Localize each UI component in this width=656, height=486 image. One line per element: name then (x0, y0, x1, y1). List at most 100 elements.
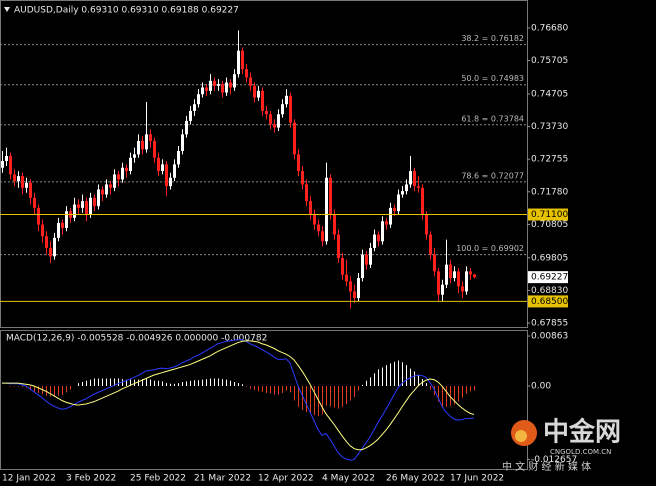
candle-body (265, 110, 268, 115)
candle-body (97, 189, 100, 207)
candle-body (437, 271, 440, 295)
candle-body (57, 222, 60, 238)
candle-body (317, 224, 320, 232)
candle-body (13, 174, 16, 182)
candle-body (389, 207, 392, 225)
candle-body (429, 234, 432, 255)
candle-body (457, 271, 460, 287)
macd-title: MACD(12,26,9) -0.005528 -0.004926 0.0000… (6, 334, 267, 344)
candle-body (417, 186, 420, 188)
candle-body (61, 222, 64, 228)
watermark-site: CNGOLD.COM.CN (550, 448, 611, 456)
candle-body (397, 194, 400, 212)
y-tick-label: 0.76680 (531, 24, 568, 34)
y-tick-label: -0.012657 (531, 455, 577, 465)
candle-body (449, 264, 452, 279)
candle-body (197, 94, 200, 105)
candle-body (329, 177, 332, 215)
macd-line (2, 339, 475, 461)
candle-body (177, 151, 180, 165)
y-tick-label: 0.74705 (531, 90, 568, 100)
y-tick-label: 0.70805 (531, 220, 568, 230)
candle-body (357, 278, 360, 299)
candle-body (165, 164, 168, 187)
candle-body (9, 156, 12, 175)
y-tick-label: 0.69805 (531, 253, 568, 263)
candle-body (349, 281, 352, 292)
menu-triangle (4, 7, 10, 12)
candle-body (169, 177, 172, 187)
fib-label: 61.8 = 0.73784 (461, 114, 524, 123)
candle-body (93, 197, 96, 207)
last-price-label: 0.69227 (531, 273, 568, 283)
candle-body (381, 221, 384, 242)
candle-body (309, 201, 312, 215)
candle-body (345, 274, 348, 282)
candle-body (129, 157, 132, 172)
candle-body (249, 77, 252, 86)
candle-body (257, 90, 260, 98)
x-tick-label: 21 Mar 2022 (194, 474, 251, 484)
candle-body (113, 174, 116, 188)
candle-body (157, 157, 160, 172)
candle-body (369, 247, 372, 265)
price-panel-frame (0, 0, 528, 328)
candle-body (105, 184, 108, 195)
candle-body (253, 85, 256, 98)
candle-body (225, 82, 228, 93)
level-label: 0.71100 (531, 210, 568, 220)
logo-inner (515, 430, 527, 442)
candle-body (393, 207, 396, 212)
candle-body (361, 254, 364, 279)
candle-body (377, 234, 380, 242)
candle-body (117, 174, 120, 180)
x-tick-label: 25 Feb 2022 (130, 474, 186, 484)
candle-body (237, 50, 240, 75)
candle-body (101, 189, 104, 195)
level-label-box (528, 295, 568, 308)
candle-body (77, 204, 80, 208)
candle-body (1, 161, 4, 168)
candle-body (145, 134, 148, 150)
x-tick-label: 26 May 2022 (386, 474, 445, 484)
x-tick-label: 12 Jan 2022 (2, 474, 56, 484)
candle-body (301, 171, 304, 185)
candle-body (425, 214, 428, 235)
candle-body (81, 201, 84, 208)
fib-label: 50.0 = 0.74983 (461, 74, 524, 83)
watermark-slogan: 中 文 财 经 新 媒 体 (502, 460, 591, 473)
candle-body (401, 191, 404, 195)
candle-body (189, 110, 192, 121)
candle-body (445, 264, 448, 285)
candle-body (161, 164, 164, 172)
candle-body (465, 271, 468, 292)
watermark: 中金网 CNGOLD.COM.CN 中 文 财 经 新 媒 体 (502, 417, 621, 474)
candle-body (65, 211, 68, 228)
candle-body (373, 234, 376, 248)
candle-body (405, 184, 408, 192)
x-tick-label: 3 Feb 2022 (66, 474, 116, 484)
candle-body (181, 134, 184, 152)
macd-line (2, 340, 475, 451)
candle-body (333, 214, 336, 235)
level-label: 0.68500 (531, 297, 568, 307)
candle-body (337, 234, 340, 258)
y-tick-label: 0.00863 (531, 332, 568, 342)
chart-title: AUDUSD,Daily 0.69310 0.69310 0.69188 0.6… (14, 6, 239, 16)
candle-body (173, 164, 176, 178)
candle-body (45, 236, 48, 248)
level-label-box (528, 208, 568, 221)
candle-body (213, 80, 216, 86)
fib-label: 100.0 = 0.69902 (456, 244, 524, 253)
candle-body (25, 182, 28, 188)
candle-body (125, 167, 128, 172)
candle-body (413, 171, 416, 187)
candle-body (185, 120, 188, 135)
x-tick-label: 4 May 2022 (322, 474, 375, 484)
candle-body (473, 274, 476, 278)
candle-body (241, 50, 244, 70)
candle-body (153, 140, 156, 158)
candle-body (305, 184, 308, 202)
